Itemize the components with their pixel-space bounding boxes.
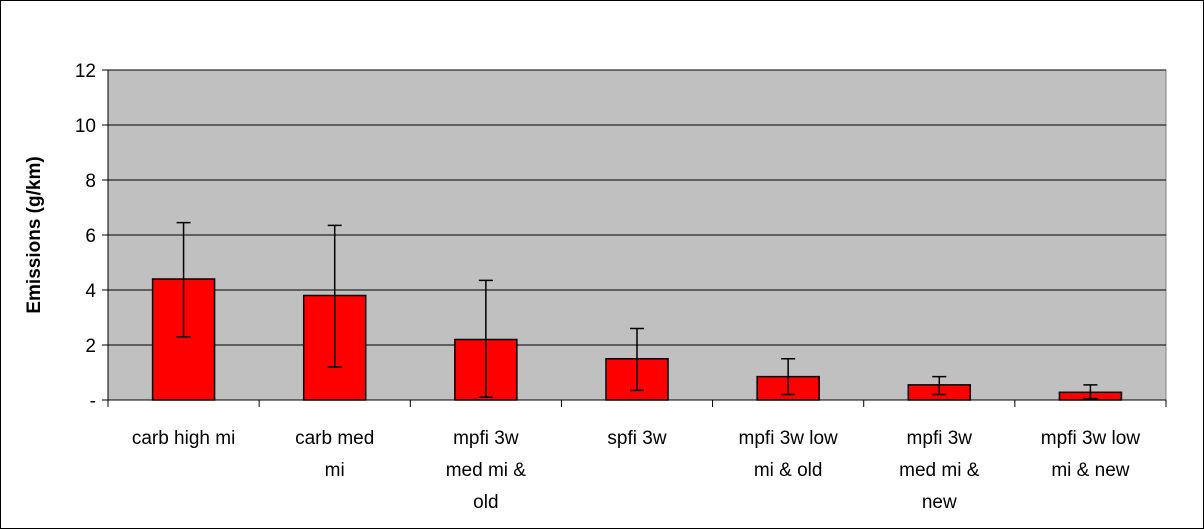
y-tick-label: 8 (85, 171, 96, 192)
error-bars (176, 221, 1098, 400)
y-axis-title: Emissions (g/km) (24, 156, 45, 313)
x-category-label: spfi 3w (607, 428, 666, 449)
x-category-label-line: carb high mi (132, 428, 236, 449)
x-category-label-line: mi & old (754, 460, 823, 481)
y-tick-label: 2 (85, 336, 96, 357)
x-category-label: carb med mi (295, 428, 374, 481)
x-category-labels: carb high mi carb med mi mpfi 3w med mi & old… (132, 428, 1141, 513)
x-category-label: mpfi 3w med mi & old (446, 428, 527, 513)
x-category-label-line: med mi & (446, 460, 527, 481)
x-category-label-line: spfi 3w (607, 428, 666, 449)
y-tick-label: 4 (85, 281, 96, 302)
y-tick-label: 10 (75, 116, 96, 137)
x-category-label-line: mi (325, 460, 345, 481)
axes (102, 69, 1167, 407)
gridlines (108, 69, 1166, 346)
x-category-label-line: old (473, 492, 498, 513)
y-tick-label: 6 (85, 226, 96, 247)
x-category-label-line: new (922, 492, 957, 513)
x-category-label-line: carb med (295, 428, 374, 449)
x-category-label: mpfi 3w low mi & old (739, 428, 839, 481)
x-category-label-line: mpfi 3w (453, 428, 519, 449)
x-category-label-line: mpfi 3w low (1041, 428, 1141, 449)
y-tick-label: - (90, 391, 96, 412)
x-category-label: carb high mi (132, 428, 236, 449)
x-category-label: mpfi 3w low mi & new (1041, 428, 1141, 481)
x-category-label-line: mi & new (1051, 460, 1129, 481)
x-category-label-line: med mi & (899, 460, 980, 481)
y-tick-label: 12 (75, 61, 96, 82)
y-tick-labels: - 2 4 6 8 10 12 (75, 61, 97, 412)
x-category-label-line: mpfi 3w (907, 428, 973, 449)
x-category-label-line: mpfi 3w low (739, 428, 839, 449)
x-category-label: mpfi 3w med mi & new (899, 428, 980, 513)
